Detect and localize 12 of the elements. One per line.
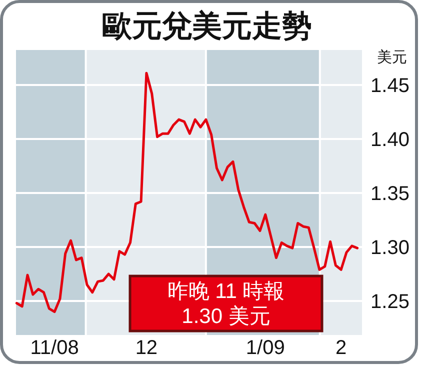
y-tick-label: 1.40 [370, 129, 410, 152]
y-axis-title: 美元 [377, 49, 407, 66]
annotation: 昨晚 11 時報 1.30 美元 [167, 280, 285, 328]
y-tick-label: 1.25 [370, 291, 410, 314]
chart-title: 歐元兌美元走勢 [102, 9, 312, 43]
y-tick-label: 1.35 [370, 183, 410, 206]
y-tick-label: 1.30 [370, 237, 410, 260]
x-tick-label: 11/08 [30, 337, 79, 359]
x-tick-label: 2 [336, 337, 347, 359]
x-tick-label: 12 [135, 337, 158, 359]
x-tick-label: 1/09 [246, 337, 285, 359]
y-tick-label: 1.45 [370, 75, 410, 98]
